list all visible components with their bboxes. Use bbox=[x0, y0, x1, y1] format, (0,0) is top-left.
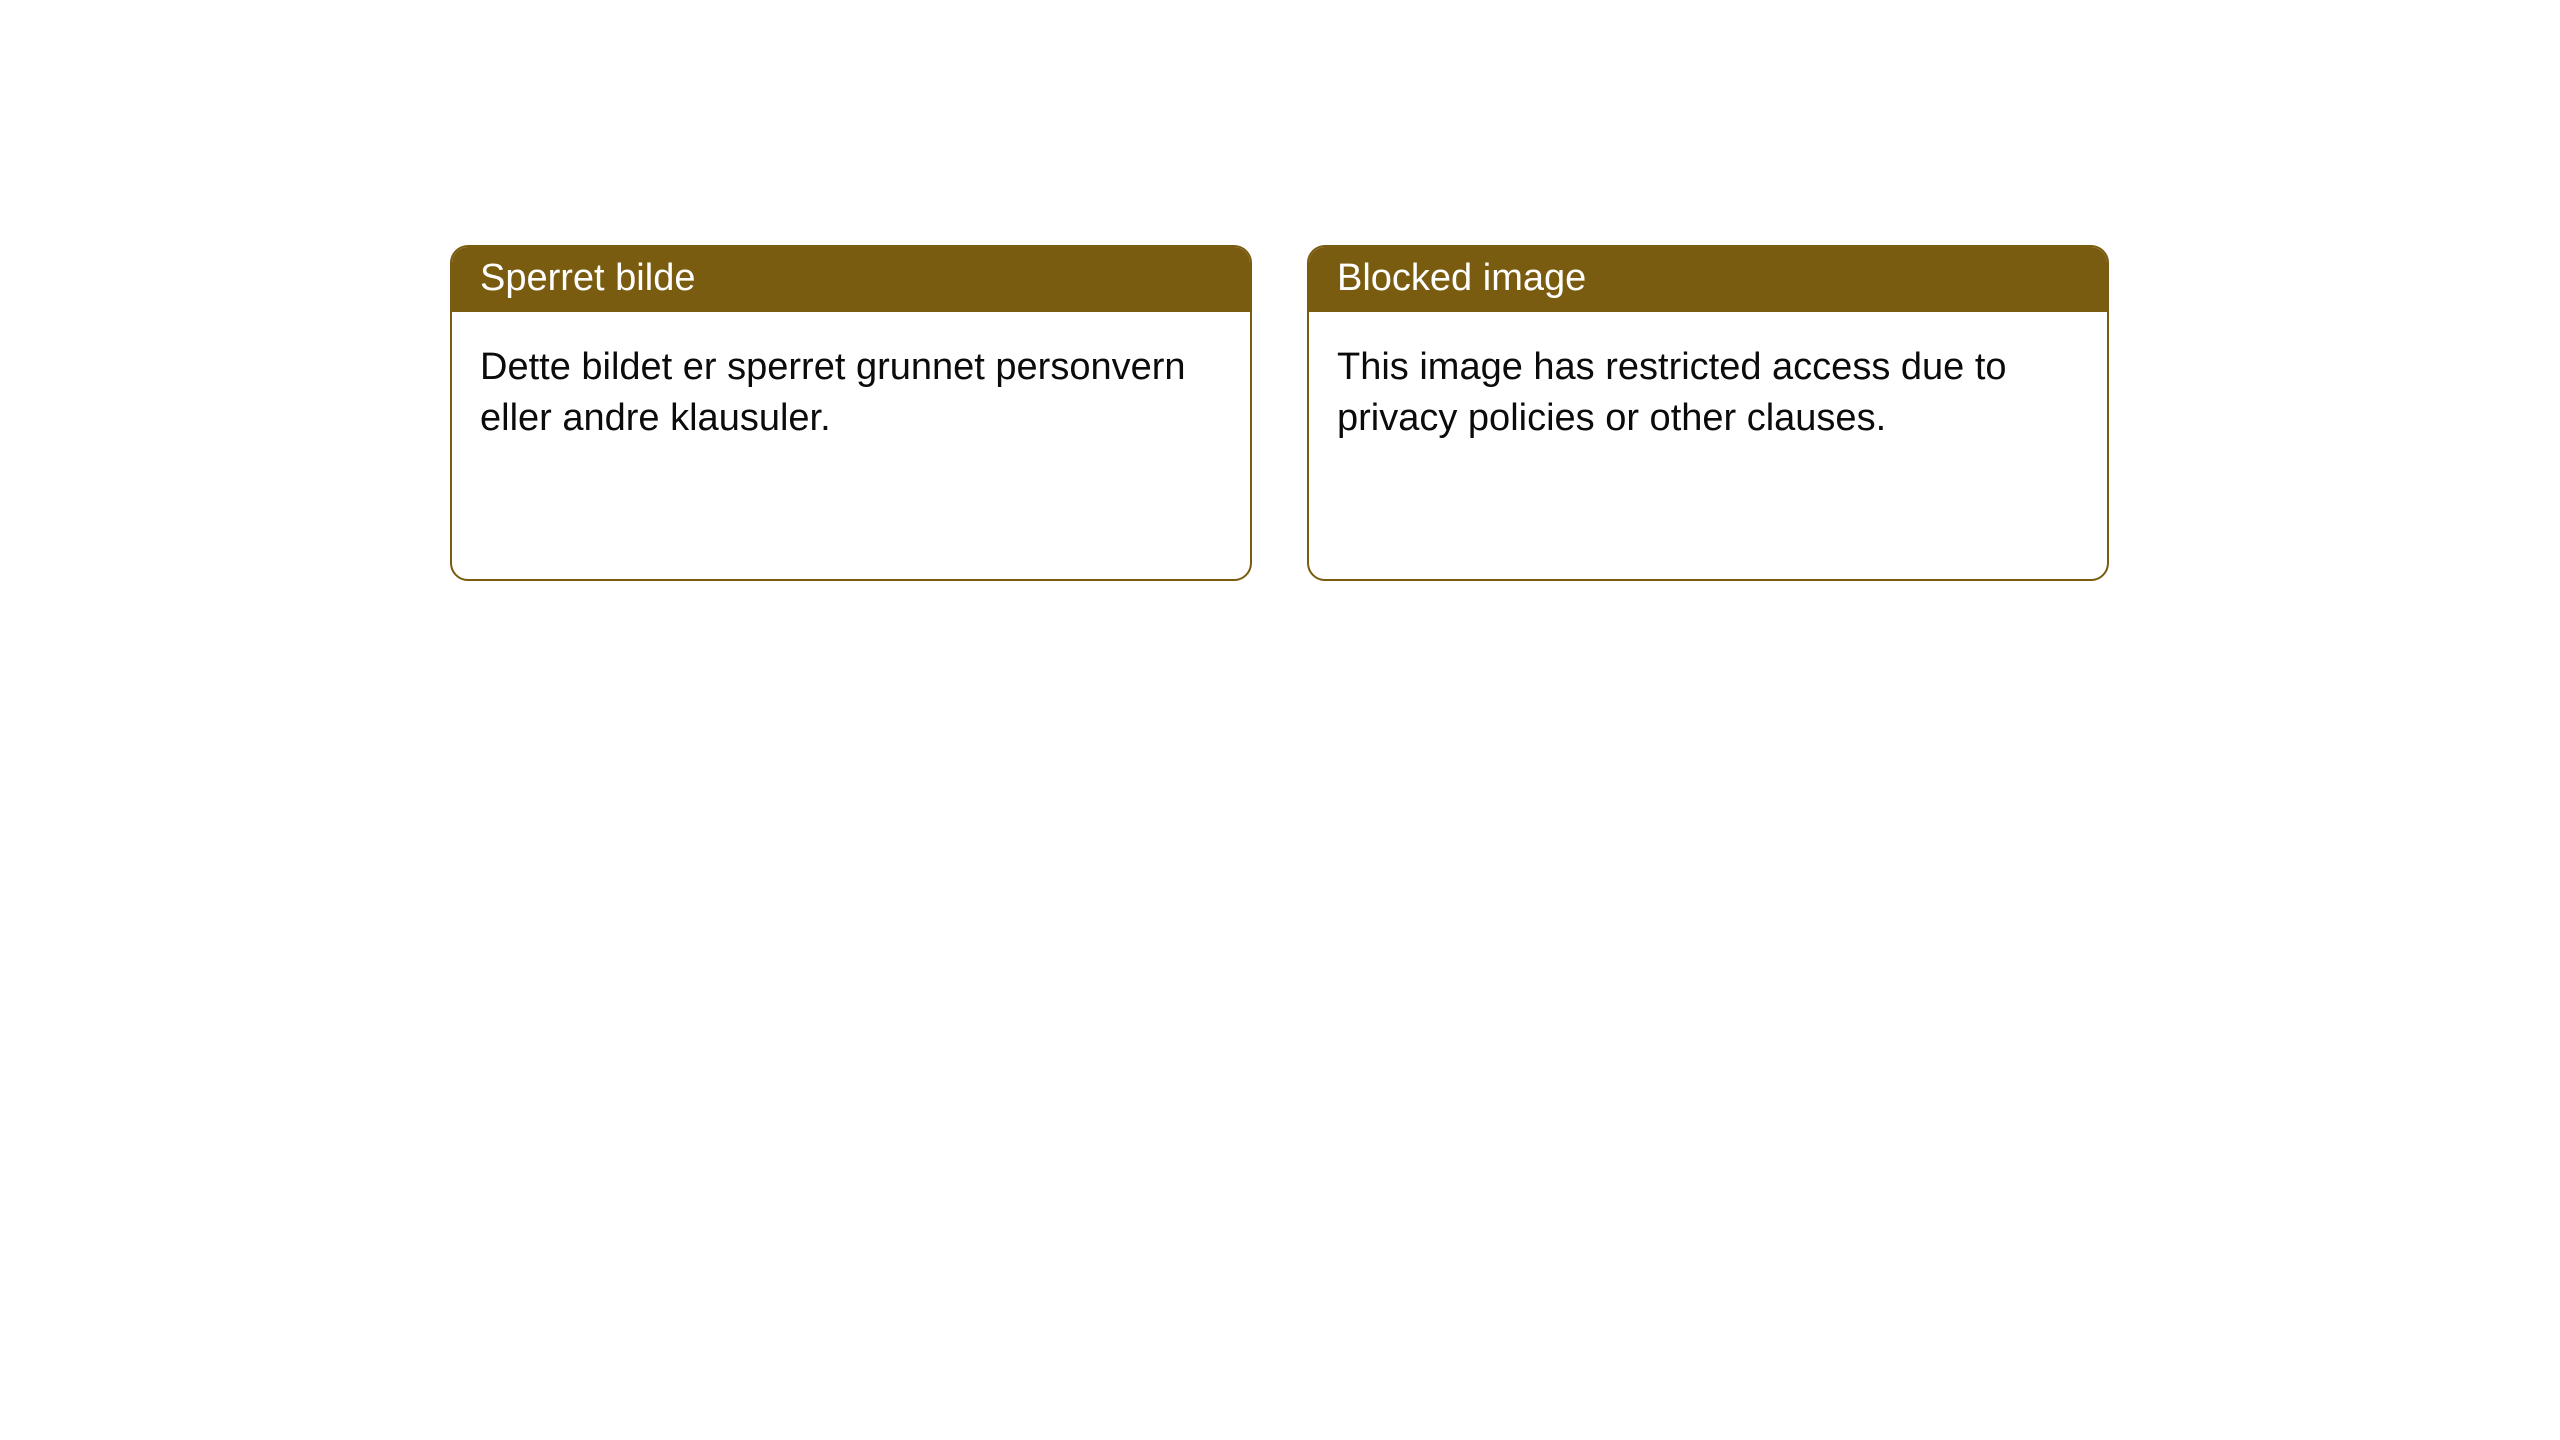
notice-header-no: Sperret bilde bbox=[452, 247, 1250, 312]
notice-header-text: Sperret bilde bbox=[480, 257, 695, 299]
notice-card-no: Sperret bilde Dette bildet er sperret gr… bbox=[450, 245, 1252, 581]
notice-body-no: Dette bildet er sperret grunnet personve… bbox=[452, 312, 1250, 475]
notice-header-text: Blocked image bbox=[1337, 257, 1586, 299]
notice-body-text: Dette bildet er sperret grunnet personve… bbox=[480, 346, 1186, 439]
notice-body-en: This image has restricted access due to … bbox=[1309, 312, 2107, 475]
notice-container: Sperret bilde Dette bildet er sperret gr… bbox=[450, 245, 2109, 581]
notice-header-en: Blocked image bbox=[1309, 247, 2107, 312]
notice-body-text: This image has restricted access due to … bbox=[1337, 346, 2007, 439]
notice-card-en: Blocked image This image has restricted … bbox=[1307, 245, 2109, 581]
